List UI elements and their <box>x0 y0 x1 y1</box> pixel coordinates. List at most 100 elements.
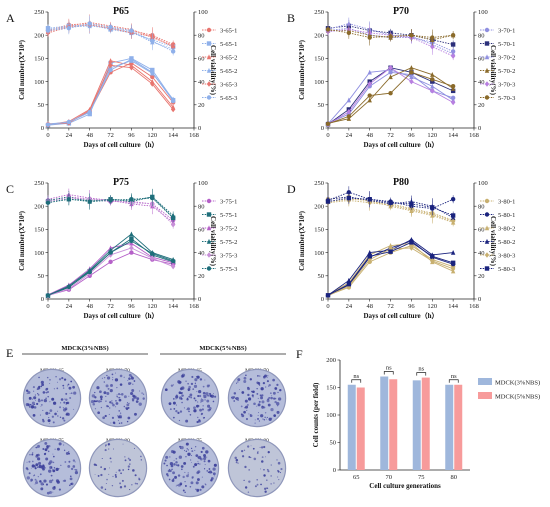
colony-dot <box>128 377 131 380</box>
colony-dot <box>254 422 256 424</box>
colony-dot <box>30 406 34 409</box>
viability-point <box>430 35 435 40</box>
legend-label: 5-80-3 <box>498 266 515 273</box>
colony-dot <box>42 391 46 394</box>
colony-dot <box>41 465 45 469</box>
colony-dot <box>268 396 271 399</box>
legend-marker <box>206 95 212 100</box>
bar <box>389 379 398 470</box>
colony-dot <box>261 460 264 463</box>
x-tick-label: 48 <box>86 303 93 310</box>
colony-dot <box>172 478 175 480</box>
colony-dot <box>248 480 251 483</box>
colony-dot <box>68 386 72 390</box>
colony-dot <box>179 381 182 384</box>
colony-dot <box>183 449 186 452</box>
x-tick-label: 96 <box>408 303 415 310</box>
x-tick-label: 144 <box>448 303 459 310</box>
colony-dot <box>191 375 194 379</box>
significance-bracket <box>351 379 362 383</box>
colony-dot <box>123 485 127 488</box>
colony-dot <box>202 391 206 395</box>
colony-dot <box>119 374 123 378</box>
colony-dot <box>49 460 53 464</box>
colony-dot <box>51 415 55 418</box>
colony-dot <box>214 395 217 398</box>
colony-dot <box>264 416 266 419</box>
significance-bracket <box>448 379 459 383</box>
colony-dot <box>187 452 191 456</box>
x-tick-label: 168 <box>469 132 479 139</box>
colony-dot <box>124 456 126 458</box>
colony-dot <box>180 465 184 468</box>
colony-dot <box>207 394 210 397</box>
colony-dot <box>261 400 265 404</box>
colony-dot <box>48 412 51 415</box>
colony-dot <box>40 380 44 384</box>
viability-point <box>388 200 393 205</box>
colony-dot <box>194 382 196 384</box>
x-tick-label: 24 <box>66 132 73 139</box>
legend-marker <box>206 41 212 46</box>
colony-dot <box>110 422 112 424</box>
colony-dot <box>74 471 79 475</box>
colony-dot <box>276 410 280 414</box>
colony-dot <box>244 465 247 469</box>
colony-dot <box>257 382 261 385</box>
colony-dot <box>189 485 192 488</box>
colony-dot <box>52 491 54 493</box>
dish-surface <box>229 370 285 426</box>
colony-dot <box>39 473 42 476</box>
colony-dot <box>26 476 30 480</box>
colony-dot <box>111 484 114 487</box>
colony-dot <box>247 491 250 493</box>
colony-dot <box>264 412 267 414</box>
colony-dot <box>29 454 31 456</box>
colony-dot <box>240 413 243 416</box>
colony-dot <box>173 459 175 461</box>
colony-dot <box>176 484 178 486</box>
count-point <box>150 251 155 256</box>
y-tick-label: 250 <box>314 9 324 16</box>
viability-point <box>430 205 435 210</box>
colony-dot <box>92 403 96 406</box>
x-tick-label: 75 <box>418 474 425 481</box>
colony-dot <box>169 462 174 466</box>
colony-dot <box>93 400 96 403</box>
y2-tick-label: 60 <box>478 56 485 63</box>
colony-dot <box>99 390 102 394</box>
viability-point <box>450 53 456 59</box>
colony-dot <box>53 401 55 403</box>
colony-dot <box>186 447 188 450</box>
count-point <box>346 277 352 283</box>
legend-marker <box>206 54 212 60</box>
dish-surface <box>90 370 146 426</box>
count-point <box>150 255 155 261</box>
colony-dot <box>112 376 114 378</box>
legend-marker <box>206 212 212 217</box>
colony-dot <box>263 375 266 378</box>
colony-dot <box>252 396 254 398</box>
colony-dot <box>186 398 189 401</box>
colony-dot <box>246 409 248 411</box>
x-tick-label: 120 <box>147 303 157 310</box>
colony-dot <box>136 482 138 485</box>
colony-dot <box>28 404 30 407</box>
legend-label: 3-65-2 <box>220 54 237 61</box>
colony-dot <box>197 470 201 474</box>
colony-dot <box>47 419 51 423</box>
colony-dot <box>114 474 117 476</box>
colony-dot <box>190 459 192 461</box>
colony-dot <box>235 458 239 462</box>
colony-dot <box>177 464 180 467</box>
viability-point <box>450 42 456 47</box>
x-tick-label: 72 <box>387 132 394 139</box>
y2-tick-label: 20 <box>198 273 205 280</box>
colony-dot <box>190 447 193 450</box>
viability-point <box>450 33 456 38</box>
count-point <box>150 67 155 73</box>
viability-point <box>170 221 176 228</box>
colony-dot <box>190 382 194 386</box>
x-tick-label: 120 <box>427 132 437 139</box>
